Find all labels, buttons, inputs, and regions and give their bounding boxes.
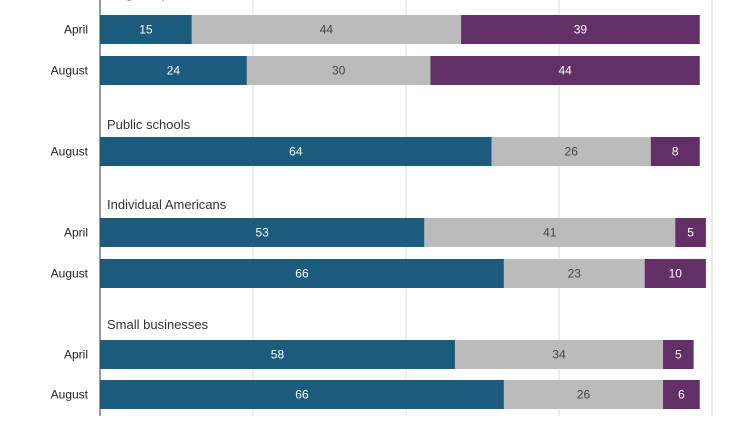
bar-value-label: 8	[672, 145, 679, 159]
bar-segment	[675, 218, 706, 247]
bar-value-label: 66	[295, 267, 309, 281]
bar-value-label: 39	[574, 23, 588, 37]
bar-segment	[663, 340, 694, 369]
bar-segment	[191, 15, 462, 44]
labels: Large corporations April 15 44 39 August 24 30 4…	[51, 0, 695, 402]
bar-value-label: 10	[669, 267, 683, 281]
bars	[100, 15, 706, 409]
row-label: April	[64, 348, 88, 362]
bar-segment	[100, 56, 247, 85]
bar-value-label: 41	[543, 226, 557, 240]
row-label: August	[51, 267, 89, 281]
bar-value-label: 24	[167, 64, 181, 78]
bar-segment	[100, 259, 504, 288]
bar-value-label: 5	[687, 226, 694, 240]
bar-value-label: 66	[295, 388, 309, 402]
bar-value-label: 5	[675, 348, 682, 362]
bar-value-label: 44	[320, 23, 334, 37]
row-label: August	[51, 388, 89, 402]
row-label: April	[64, 23, 88, 37]
bar-segment	[100, 218, 425, 247]
bar-value-label: 6	[678, 388, 685, 402]
bar-segment	[454, 340, 664, 369]
bar-value-label: 53	[256, 226, 270, 240]
bar-value-label: 34	[552, 348, 566, 362]
bar-segment	[650, 137, 700, 166]
row-label: August	[51, 64, 89, 78]
bar-segment	[430, 56, 700, 85]
bar-value-label: 15	[139, 23, 153, 37]
bar-segment	[100, 137, 492, 166]
bar-segment	[503, 380, 664, 409]
bar-segment	[663, 380, 700, 409]
group-title: Public schools	[107, 117, 191, 132]
bar-segment	[100, 15, 192, 44]
row-label: August	[51, 145, 89, 159]
bar-segment	[100, 380, 504, 409]
bar-segment	[644, 259, 706, 288]
group-title: Large corporations	[107, 0, 216, 1]
bar-segment	[491, 137, 651, 166]
bar-value-label: 64	[289, 145, 303, 159]
bar-segment	[503, 259, 645, 288]
group-title: Individual Americans	[107, 197, 227, 212]
bar-value-label: 26	[577, 388, 591, 402]
bar-segment	[424, 218, 676, 247]
row-label: April	[64, 226, 88, 240]
bar-segment	[461, 15, 700, 44]
bar-value-label: 30	[332, 64, 346, 78]
bar-segment	[100, 340, 455, 369]
bar-segment	[246, 56, 431, 85]
bar-value-label: 58	[271, 348, 285, 362]
group-title: Small businesses	[107, 317, 209, 332]
bar-value-label: 26	[565, 145, 579, 159]
bar-value-label: 23	[568, 267, 582, 281]
bar-value-label: 44	[558, 64, 572, 78]
